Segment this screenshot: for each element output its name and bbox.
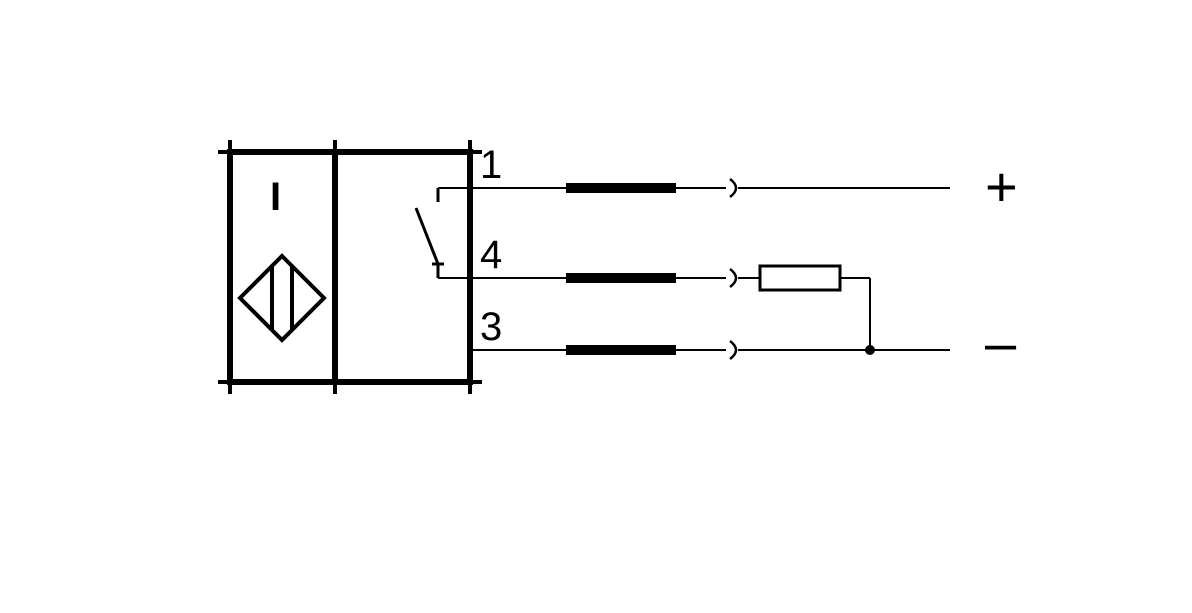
sensor-body (230, 152, 470, 382)
junction-dot (865, 345, 875, 355)
proximity-sensor-icon (240, 256, 324, 340)
no-contact-icon (416, 208, 438, 264)
polarity-minus: – (985, 311, 1017, 374)
polarity-plus: + (985, 155, 1018, 218)
pin-label-1: 1 (480, 143, 502, 187)
sensor-type-label: I (270, 175, 281, 219)
load-resistor-icon (760, 266, 840, 290)
pin-label-3: 3 (480, 305, 502, 349)
wiring-diagram: I 1 4 3 + – (0, 0, 1192, 613)
pin-label-4: 4 (480, 233, 502, 277)
